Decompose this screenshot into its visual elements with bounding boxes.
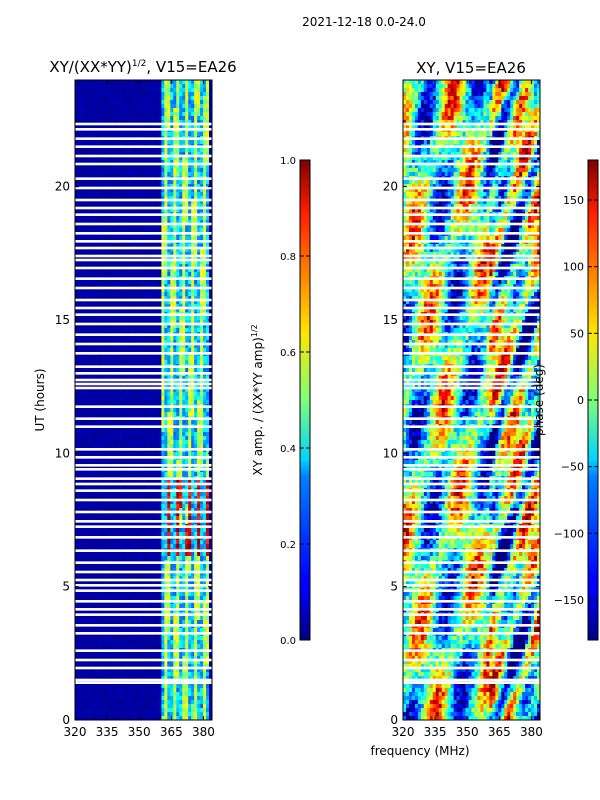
right-x-tick-label: 350 <box>456 725 479 739</box>
shared-x-axis-label: frequency (MHz) <box>370 744 469 758</box>
right-colorbar: −150 −100 −50 0 50 100 150 phase (deg) <box>532 159 599 641</box>
left-colorbar-ticks: 0.0 0.2 0.4 0.6 0.8 1.0 <box>280 156 310 647</box>
right-colorbar-ticks: −150 −100 −50 0 50 100 150 <box>554 194 598 607</box>
right-panel: XY, V15=EA26 320 335 350 365 380 0 5 10 15 20 <box>383 59 543 739</box>
left-panel: XY/(XX*YY)1/2, V15=EA26 320 335 350 365 380 0… <box>33 58 237 739</box>
left-colorbar-label: XY amp. / (XX*YY amp)1/2 <box>250 324 265 475</box>
left-heatmap-image <box>75 80 212 720</box>
right-axes: 320 335 350 365 380 0 5 10 15 20 <box>383 80 543 739</box>
left-y-tick-label: 20 <box>55 180 70 194</box>
left-y-tick-label: 15 <box>55 313 70 327</box>
right-panel-title: XY, V15=EA26 <box>416 59 526 77</box>
right-x-tick-label: 365 <box>488 725 511 739</box>
left-y-tick-label: 10 <box>55 446 70 460</box>
right-colorbar-tick-label: 150 <box>563 194 584 207</box>
right-y-tick-label: 5 <box>390 580 398 594</box>
right-colorbar-tick-label: 50 <box>570 327 584 340</box>
right-colorbar-tick-label: 100 <box>563 261 584 274</box>
right-heatmap-image <box>403 80 540 720</box>
right-y-tick-label: 0 <box>390 713 398 727</box>
right-colorbar-tick-label: 0 <box>577 394 584 407</box>
left-colorbar-tick-label: 0.8 <box>280 252 296 263</box>
left-colorbar-tick-label: 0.6 <box>280 348 296 359</box>
left-colorbar-tick-label: 0.2 <box>280 540 296 551</box>
right-colorbar-tick-label: −100 <box>554 527 584 540</box>
left-x-tick-label: 320 <box>64 725 87 739</box>
right-y-tick-label: 15 <box>383 313 398 327</box>
right-colorbar-label: phase (deg) <box>532 364 546 436</box>
left-colorbar-gradient <box>299 159 311 641</box>
left-colorbar-tick-label: 0.4 <box>280 444 296 455</box>
right-colorbar-tick-label: −50 <box>561 461 584 474</box>
left-panel-title: XY/(XX*YY)1/2, V15=EA26 <box>49 58 236 76</box>
left-colorbar-tick-label: 0.0 <box>280 636 296 647</box>
right-plot-frame <box>402 79 541 721</box>
right-y-tick-label: 20 <box>383 180 398 194</box>
right-x-tick-label: 320 <box>392 725 415 739</box>
left-y-axis-label: UT (hours) <box>33 368 47 431</box>
left-x-tick-label: 365 <box>160 725 183 739</box>
figure-suptitle: 2021-12-18 0.0-24.0 <box>302 15 426 29</box>
left-y-tick-label: 5 <box>62 580 70 594</box>
left-colorbar-tick-label: 1.0 <box>280 156 296 167</box>
left-y-tick-label: 0 <box>62 713 70 727</box>
left-plot-frame <box>74 79 213 721</box>
left-x-tick-label: 350 <box>128 725 151 739</box>
right-colorbar-tick-label: −150 <box>554 594 584 607</box>
left-x-tick-label: 335 <box>96 725 119 739</box>
right-x-tick-label: 380 <box>520 725 543 739</box>
left-axes: 320 335 350 365 380 0 5 10 15 20 <box>55 80 215 739</box>
right-y-tick-label: 10 <box>383 446 398 460</box>
left-x-tick-label: 380 <box>192 725 215 739</box>
right-x-tick-label: 335 <box>424 725 447 739</box>
left-colorbar: 0.0 0.2 0.4 0.6 0.8 1.0 XY amp. / (XX*YY amp)… <box>250 156 311 647</box>
